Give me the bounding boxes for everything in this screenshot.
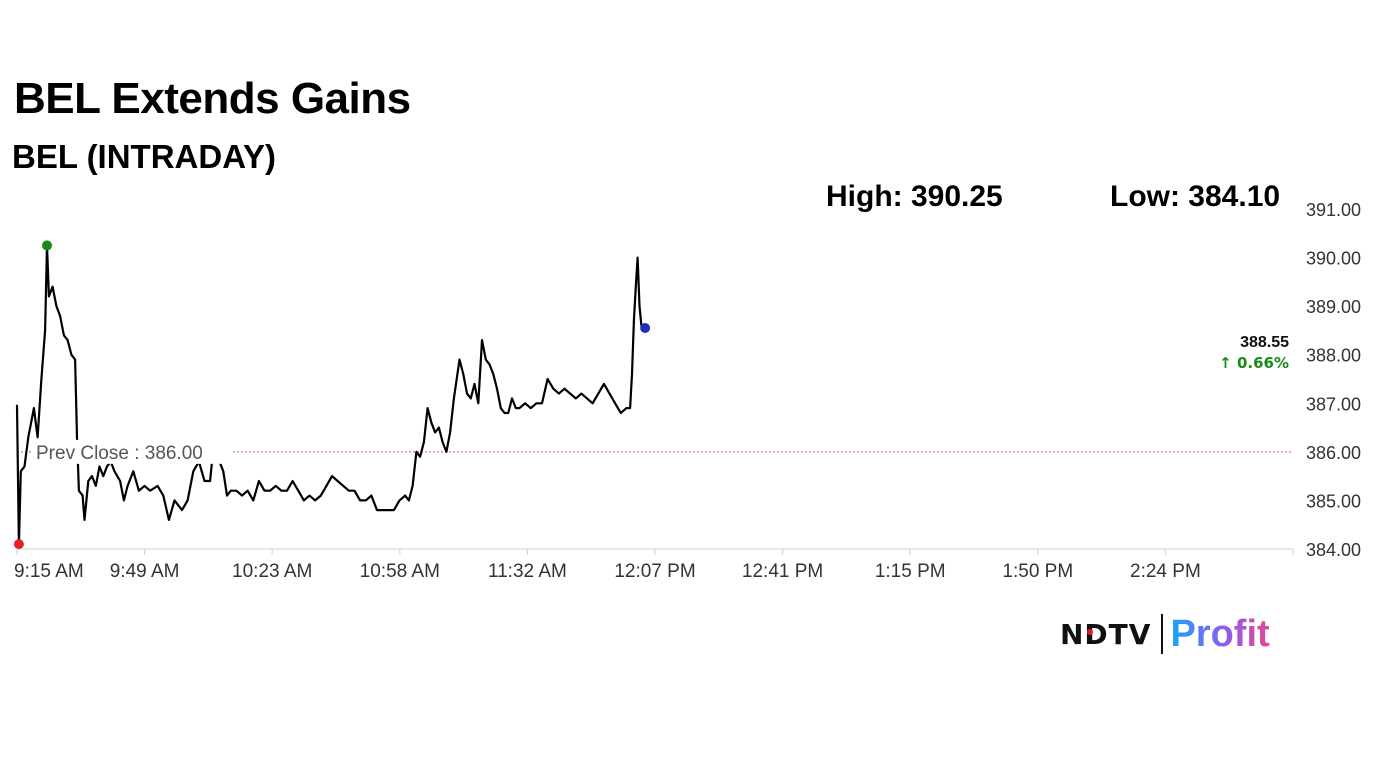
chart-subtitle: BEL (INTRADAY) (12, 138, 277, 175)
high-marker (42, 240, 52, 251)
y-tick-label: 390.00 (1306, 249, 1361, 269)
y-tick-label: 384.00 (1306, 540, 1361, 560)
y-tick-label: 389.00 (1306, 297, 1361, 317)
x-tick-label: 10:23 AM (232, 561, 312, 582)
y-tick-label: 387.00 (1306, 394, 1361, 414)
y-tick-label: 388.00 (1306, 346, 1361, 366)
change-label: ↑ 0.66% (1219, 354, 1289, 372)
last-price-marker (640, 323, 651, 333)
brand-separator (1161, 614, 1164, 654)
prev-close-label-bg (31, 439, 233, 464)
price-line (15, 244, 647, 546)
x-tick-label: 9:15 AM (14, 561, 84, 582)
y-tick-label: 391.00 (1306, 200, 1361, 220)
y-tick-label: 386.00 (1306, 443, 1361, 463)
low-marker (13, 539, 24, 550)
high-label: High: 390.25 (826, 180, 1003, 213)
ndtv-profit-logo: NDTV Profit (1060, 612, 1270, 656)
x-tick-label: 11:32 AM (488, 561, 567, 582)
brand-profit-text: Profit (1170, 612, 1270, 655)
chart-title: BEL Extends Gains (14, 74, 411, 123)
x-tick-label: 10:58 AM (360, 561, 440, 582)
y-tick-label: 385.00 (1306, 491, 1361, 511)
brand-ndtv-text: NDTV (1060, 617, 1152, 651)
x-tick-label: 12:41 PM (742, 561, 823, 582)
low-label: Low: 384.10 (1110, 180, 1281, 213)
series-layer (15, 244, 647, 546)
x-tick-label: 12:07 PM (614, 561, 695, 582)
x-tick-label: 2:24 PM (1130, 561, 1201, 582)
marker-layer: Prev Close : 386.00 388.55 ↑ 0.66% (13, 240, 1289, 550)
last-price-label: 388.55 (1240, 334, 1289, 351)
x-tick-label: 1:15 PM (875, 561, 946, 582)
axes-layer: 9:15 AM 9:49 AM 10:23 AM 10:58 AM 11:32 AM 12… (14, 200, 1361, 582)
x-tick-label: 1:50 PM (1002, 561, 1073, 582)
x-tick-label: 9:49 AM (110, 561, 180, 582)
prev-close-label: Prev Close : 386.00 (36, 443, 203, 464)
brand-red-dot (1087, 629, 1093, 635)
